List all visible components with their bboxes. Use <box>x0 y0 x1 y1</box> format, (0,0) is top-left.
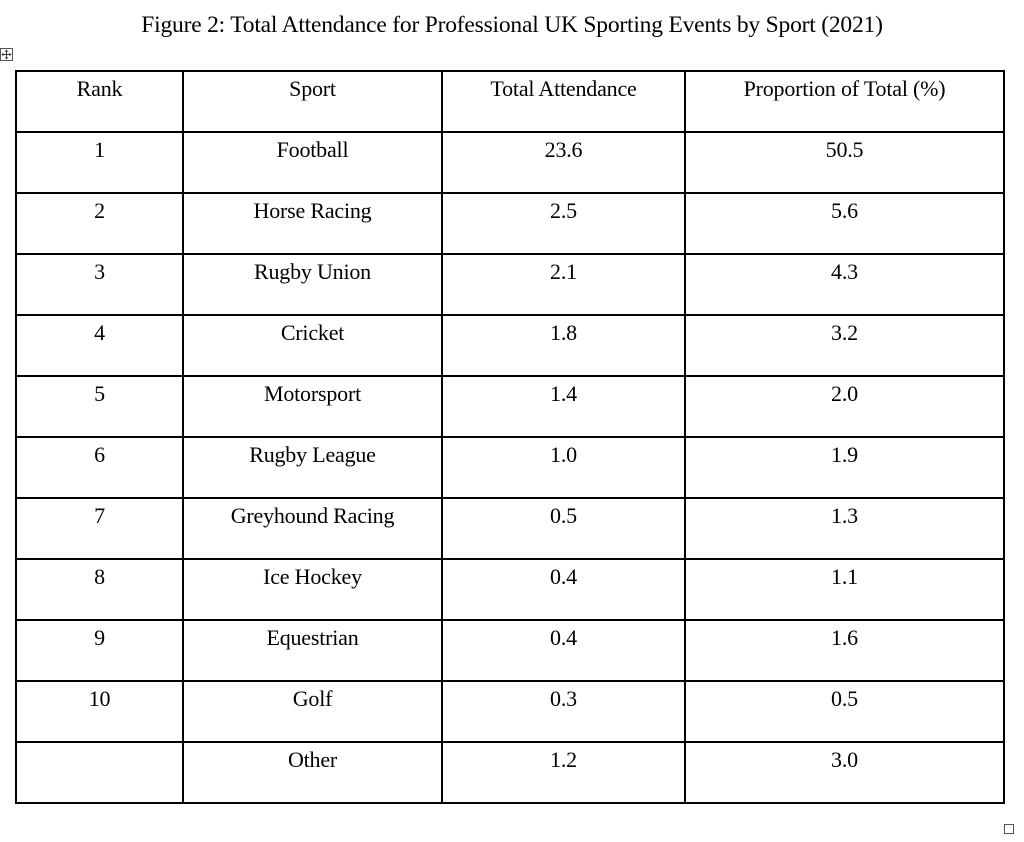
sport-cell: Cricket <box>182 314 443 377</box>
rank-cell: 7 <box>15 497 184 560</box>
proportion-cell: 1.1 <box>684 558 1005 621</box>
attendance-cell: 1.8 <box>441 314 686 377</box>
proportion-cell: 3.2 <box>684 314 1005 377</box>
figure-caption: Figure 2: Total Attendance for Professio… <box>141 12 883 38</box>
sport-cell: Golf <box>182 680 443 743</box>
header-proportion: Proportion of Total (%) <box>684 70 1005 133</box>
attendance-cell: 0.4 <box>441 619 686 682</box>
proportion-cell: 1.3 <box>684 497 1005 560</box>
table-row: 5 Motorsport 1.4 2.0 <box>15 375 1005 438</box>
table-row: 7 Greyhound Racing 0.5 1.3 <box>15 497 1005 560</box>
attendance-cell: 2.1 <box>441 253 686 316</box>
proportion-cell: 2.0 <box>684 375 1005 438</box>
rank-cell: 2 <box>15 192 184 255</box>
header-sport: Sport <box>182 70 443 133</box>
proportion-cell: 0.5 <box>684 680 1005 743</box>
attendance-cell: 0.3 <box>441 680 686 743</box>
attendance-cell: 1.4 <box>441 375 686 438</box>
attendance-cell: 2.5 <box>441 192 686 255</box>
rank-cell: 5 <box>15 375 184 438</box>
rank-cell: 1 <box>15 131 184 194</box>
attendance-cell: 0.4 <box>441 558 686 621</box>
attendance-cell: 0.5 <box>441 497 686 560</box>
proportion-cell: 50.5 <box>684 131 1005 194</box>
sport-cell: Rugby League <box>182 436 443 499</box>
table-row: 3 Rugby Union 2.1 4.3 <box>15 253 1005 316</box>
rank-cell: 8 <box>15 558 184 621</box>
rank-cell: 6 <box>15 436 184 499</box>
proportion-cell: 1.9 <box>684 436 1005 499</box>
table-move-icon[interactable] <box>0 48 13 61</box>
attendance-cell: 1.0 <box>441 436 686 499</box>
rank-cell: 10 <box>15 680 184 743</box>
sport-cell: Ice Hockey <box>182 558 443 621</box>
proportion-cell: 4.3 <box>684 253 1005 316</box>
sport-cell: Greyhound Racing <box>182 497 443 560</box>
table-row: 9 Equestrian 0.4 1.6 <box>15 619 1005 682</box>
attendance-table: Rank Sport Total Attendance Proportion o… <box>15 70 1005 804</box>
proportion-cell: 1.6 <box>684 619 1005 682</box>
table-row: 6 Rugby League 1.0 1.9 <box>15 436 1005 499</box>
header-total-attendance: Total Attendance <box>441 70 686 133</box>
table-row: 4 Cricket 1.8 3.2 <box>15 314 1005 377</box>
table-row: Other 1.2 3.0 <box>15 741 1005 804</box>
rank-cell: 9 <box>15 619 184 682</box>
table-row: 8 Ice Hockey 0.4 1.1 <box>15 558 1005 621</box>
sport-cell: Football <box>182 131 443 194</box>
sport-cell: Rugby Union <box>182 253 443 316</box>
attendance-cell: 23.6 <box>441 131 686 194</box>
proportion-cell: 3.0 <box>684 741 1005 804</box>
sport-cell: Equestrian <box>182 619 443 682</box>
rank-cell: 4 <box>15 314 184 377</box>
table-row: 2 Horse Racing 2.5 5.6 <box>15 192 1005 255</box>
header-rank: Rank <box>15 70 184 133</box>
proportion-cell: 5.6 <box>684 192 1005 255</box>
sport-cell: Motorsport <box>182 375 443 438</box>
rank-cell <box>15 741 184 804</box>
sport-cell: Horse Racing <box>182 192 443 255</box>
table-resize-icon[interactable] <box>1004 824 1014 834</box>
table-row: 10 Golf 0.3 0.5 <box>15 680 1005 743</box>
table-row: 1 Football 23.6 50.5 <box>15 131 1005 194</box>
attendance-cell: 1.2 <box>441 741 686 804</box>
rank-cell: 3 <box>15 253 184 316</box>
sport-cell: Other <box>182 741 443 804</box>
table-header-row: Rank Sport Total Attendance Proportion o… <box>15 70 1005 133</box>
